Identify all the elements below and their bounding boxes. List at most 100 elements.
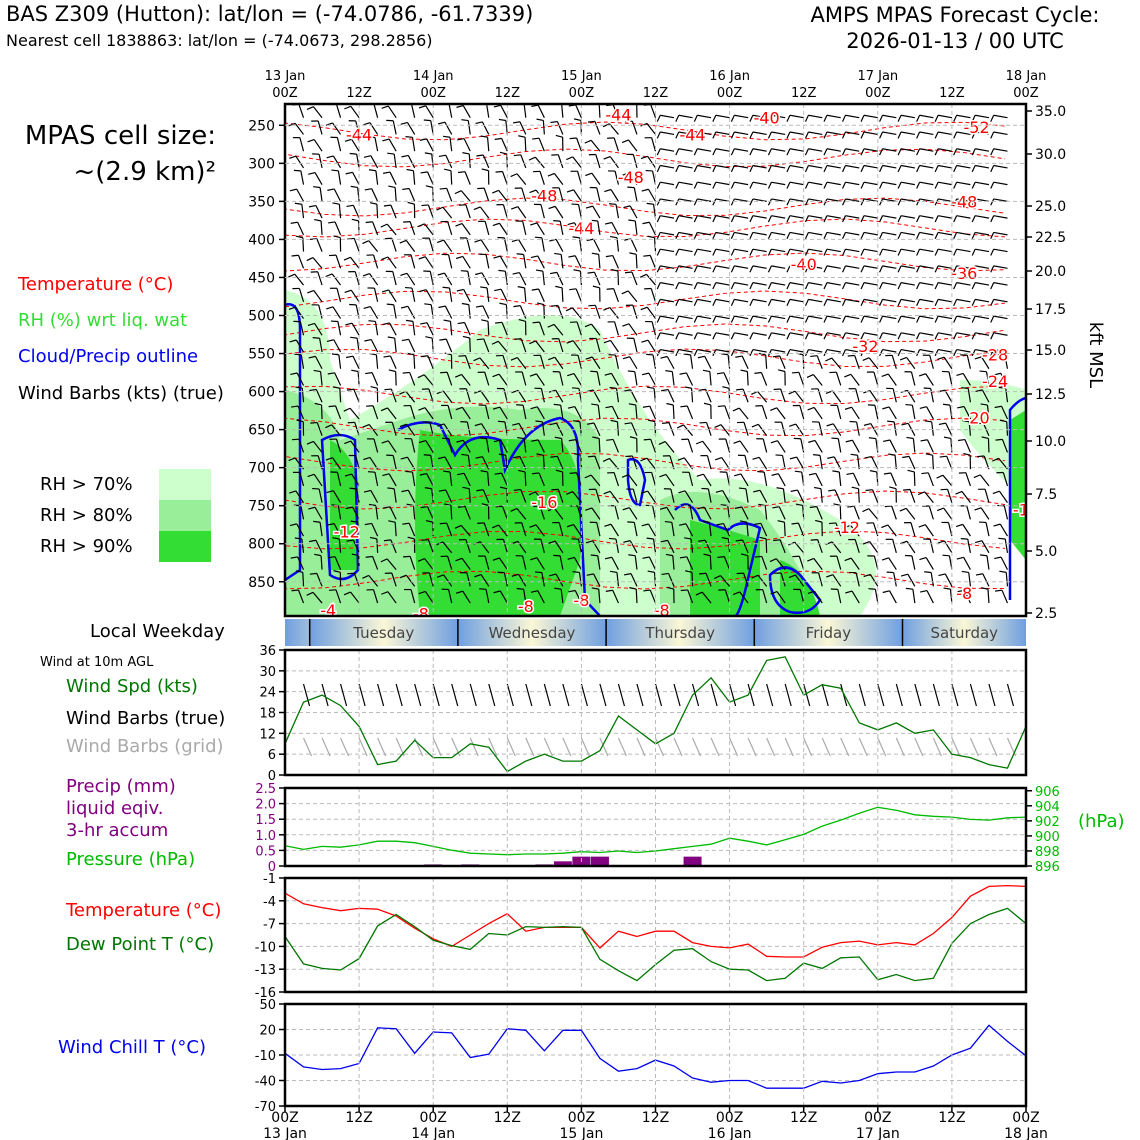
wind-barb-flag bbox=[675, 198, 680, 206]
legend-wind-barbs: Wind Barbs (kts) (true) bbox=[18, 383, 224, 404]
wind-barb-flag bbox=[363, 489, 371, 493]
pressure-tick-label: 850 bbox=[248, 575, 275, 591]
wind-barb bbox=[375, 505, 379, 520]
wind-barb-flag bbox=[640, 155, 648, 160]
wind-barb bbox=[707, 488, 712, 503]
wind-barb bbox=[998, 490, 1008, 503]
wind-barb-flag bbox=[956, 556, 964, 560]
wind-barb bbox=[426, 506, 434, 520]
wind-barb-flag bbox=[548, 205, 556, 210]
wind-barb-flag bbox=[864, 455, 872, 459]
temperature-contour bbox=[285, 385, 1006, 405]
wind-barb bbox=[783, 522, 786, 537]
wind-barb bbox=[426, 322, 434, 336]
weekday-band bbox=[606, 619, 755, 646]
weekday-band bbox=[902, 619, 1026, 646]
wind-barb-true bbox=[951, 683, 959, 707]
wind-barb-flag bbox=[531, 104, 539, 108]
wind-barb bbox=[697, 315, 712, 320]
wind-barb bbox=[524, 287, 527, 302]
wind-barb-flag bbox=[730, 198, 735, 206]
wind-barb-flag bbox=[971, 198, 976, 206]
wind-barb bbox=[572, 491, 582, 504]
wind-barb bbox=[554, 356, 564, 370]
wind-barb bbox=[798, 372, 805, 386]
wind-barb-flag bbox=[739, 520, 748, 523]
wind-barb-flag bbox=[388, 520, 396, 523]
wind-barb bbox=[813, 407, 823, 420]
top-date-label: 17 Jan bbox=[857, 69, 898, 84]
wind-barb bbox=[900, 114, 915, 119]
wind-barb-flag bbox=[555, 469, 563, 473]
wind-barb bbox=[845, 131, 860, 136]
wind-barb bbox=[522, 405, 527, 420]
wind-barb-flag bbox=[383, 539, 391, 542]
temperature-contour bbox=[285, 570, 1006, 590]
wind-barb-flag bbox=[569, 288, 577, 291]
wind-barb-flag bbox=[999, 419, 1007, 423]
wind-barb bbox=[597, 404, 601, 420]
wind-barb bbox=[771, 298, 786, 303]
wind-barb bbox=[975, 348, 990, 353]
wind-barb-flag bbox=[956, 372, 964, 376]
wind-barb bbox=[498, 524, 508, 537]
wind-barb bbox=[709, 555, 712, 570]
wind-barb-flag bbox=[518, 469, 526, 473]
wind-barb bbox=[428, 237, 434, 252]
wind-barb-flag bbox=[343, 256, 351, 261]
wind-barb bbox=[919, 114, 934, 119]
wind-barb-flag bbox=[381, 256, 389, 261]
forecast-cycle-block: AMPS MPAS Forecast Cycle: 2026-01-13 / 0… bbox=[770, 2, 1140, 54]
wind-barb bbox=[444, 456, 453, 470]
wind-barb-flag bbox=[943, 436, 952, 440]
contour-label: -16 bbox=[531, 493, 557, 512]
wind-barb-flag bbox=[640, 457, 648, 462]
wind-barb-true bbox=[636, 683, 644, 707]
wind-barb-flag bbox=[479, 437, 487, 440]
wind-barb bbox=[906, 357, 916, 370]
wind-barb-true bbox=[377, 683, 385, 707]
wind-barb bbox=[315, 389, 323, 403]
wind-barb bbox=[705, 422, 712, 436]
wind-barb bbox=[408, 522, 416, 537]
wind-barb-flag bbox=[368, 320, 376, 323]
wind-barb-flag bbox=[921, 472, 929, 475]
wind-barb-flag bbox=[345, 355, 354, 359]
wind-barb bbox=[882, 265, 897, 269]
wind-barb-flag bbox=[604, 188, 612, 193]
wind-barb-flag bbox=[587, 455, 595, 458]
wind-barb bbox=[789, 181, 804, 186]
wind-barb-flag bbox=[380, 558, 388, 563]
wind-barb-flag bbox=[592, 436, 600, 440]
wind-barb-flag bbox=[749, 349, 754, 357]
wind-barb bbox=[697, 298, 712, 303]
wind-barb-flag bbox=[730, 332, 735, 340]
wind-barb bbox=[560, 405, 564, 420]
wind-barb-flag bbox=[664, 520, 672, 523]
wind-barb-flag bbox=[421, 204, 429, 207]
wind-barb-flag bbox=[953, 299, 958, 306]
wind-barb bbox=[678, 148, 693, 152]
wind-barb-grid bbox=[636, 737, 646, 757]
wind-barb bbox=[372, 254, 379, 269]
wind-barb-flag bbox=[975, 540, 983, 544]
wind-barb-grid bbox=[692, 737, 702, 757]
wind-barb bbox=[789, 198, 804, 202]
wind-barb bbox=[412, 170, 416, 185]
wind-barb bbox=[863, 315, 878, 320]
wind-barb-flag bbox=[809, 505, 817, 509]
wind-barb-flag bbox=[532, 137, 540, 140]
wind-barb bbox=[297, 221, 305, 236]
wind-barb bbox=[651, 472, 657, 487]
wind-barb bbox=[614, 321, 620, 336]
wind-barb bbox=[300, 505, 305, 520]
wind-barb-flag bbox=[953, 131, 958, 139]
y-tick-label: -70 bbox=[255, 1100, 276, 1115]
wind-barb bbox=[919, 298, 934, 303]
wind-barb bbox=[911, 555, 916, 570]
wind-barb bbox=[521, 522, 527, 537]
wind-barb bbox=[919, 148, 934, 152]
wind-barb-flag bbox=[815, 519, 823, 523]
wind-barb-flag bbox=[786, 232, 791, 240]
wind-barb bbox=[715, 315, 730, 320]
